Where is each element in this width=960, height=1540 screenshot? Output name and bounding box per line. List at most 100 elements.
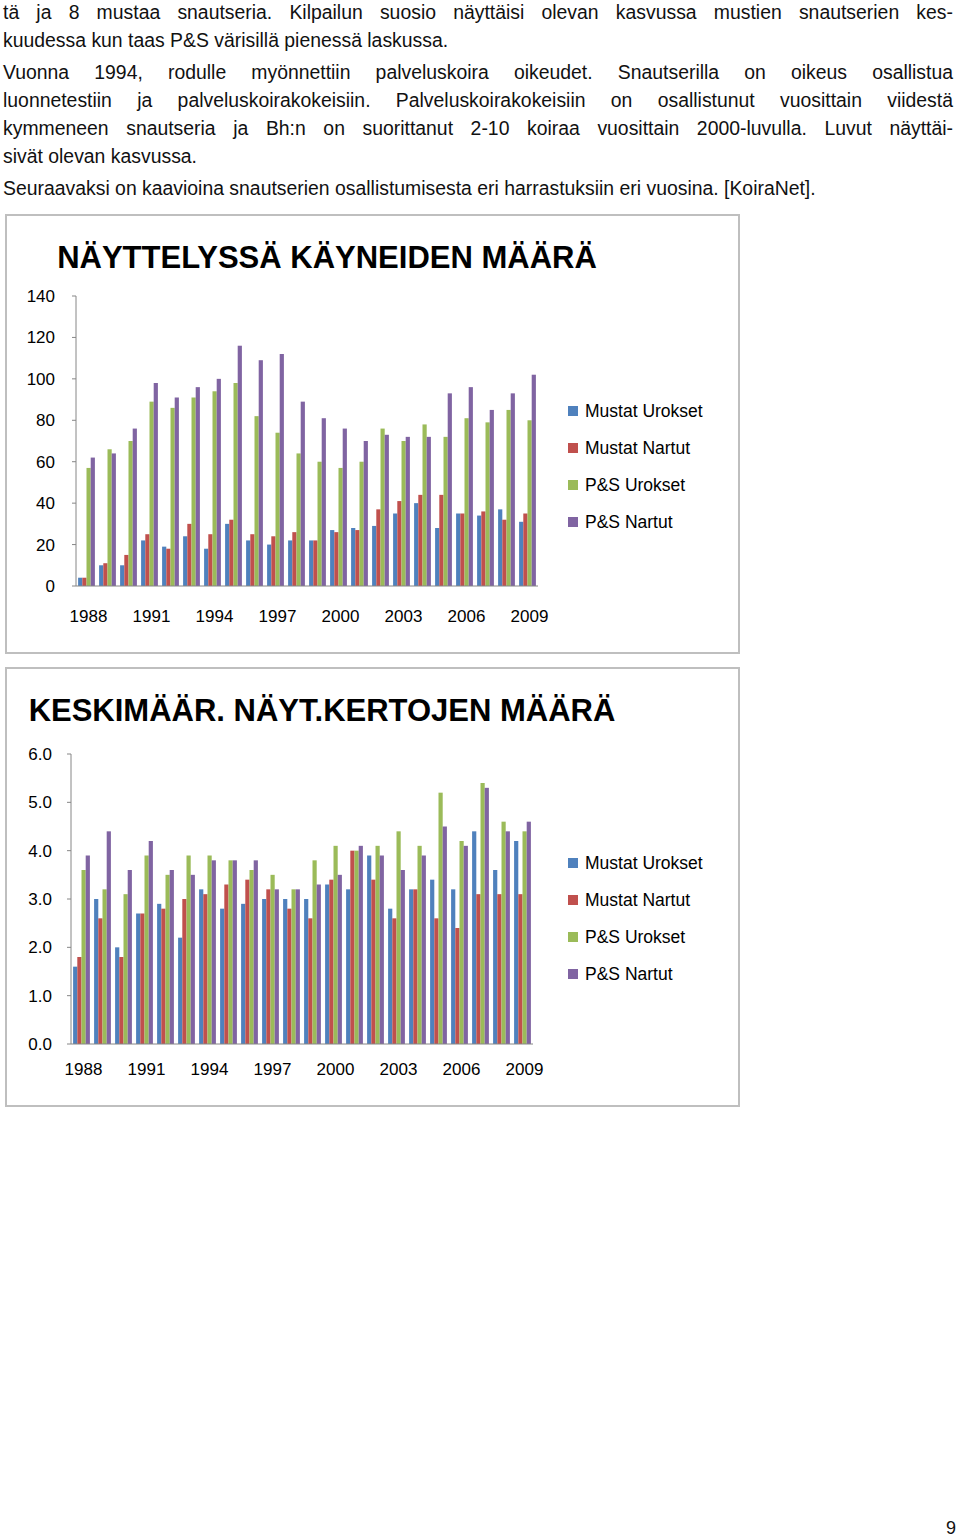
bar: [166, 549, 170, 586]
y-tick-label: 120: [27, 328, 55, 347]
bar: [136, 914, 140, 1045]
bar: [82, 578, 86, 586]
bar: [485, 788, 489, 1044]
legend-swatch: [568, 517, 578, 527]
chart-title: NÄYTTELYSSÄ KÄYNEIDEN MÄÄRÄ: [57, 240, 597, 275]
bar: [439, 495, 443, 586]
bar: [350, 851, 354, 1044]
bar: [233, 860, 237, 1044]
y-tick-label: 0.0: [28, 1035, 52, 1054]
bar: [191, 875, 195, 1044]
bar: [330, 530, 334, 586]
bar: [351, 528, 355, 586]
bar: [187, 856, 191, 1045]
bar: [490, 410, 494, 586]
bar: [430, 880, 434, 1044]
bar: [238, 346, 242, 586]
bar: [481, 511, 485, 586]
legend-label: Mustat Urokset: [585, 401, 703, 421]
y-tick-label: 2.0: [28, 938, 52, 957]
bar: [372, 526, 376, 586]
bar: [196, 387, 200, 586]
paragraph-line: tä ja 8 mustaa snautseria. Kilpailun suo…: [3, 0, 953, 24]
bar: [224, 885, 228, 1045]
bar: [245, 880, 249, 1044]
bar: [124, 555, 128, 586]
bar: [287, 909, 291, 1044]
bar: [271, 875, 275, 1044]
x-tick-label: 1991: [128, 1060, 166, 1079]
y-tick: [67, 899, 71, 900]
bar: [313, 860, 317, 1044]
bar: [455, 928, 459, 1044]
bar: [439, 793, 443, 1044]
bar: [532, 375, 536, 586]
legend-label: P&S Urokset: [585, 927, 685, 947]
bar: [343, 429, 347, 586]
x-tick-label: 2000: [317, 1060, 355, 1079]
bar: [304, 899, 308, 1044]
bar: [275, 889, 279, 1044]
bar: [192, 398, 196, 587]
legend-label: P&S Urokset: [585, 475, 685, 495]
x-tick-label: 1997: [259, 607, 297, 626]
y-tick: [72, 378, 76, 379]
y-tick: [67, 802, 71, 803]
bar: [409, 889, 413, 1044]
bar: [124, 894, 128, 1044]
y-tick-label: 3.0: [28, 890, 52, 909]
bar: [339, 468, 343, 586]
y-tick: [67, 947, 71, 948]
y-tick: [72, 461, 76, 462]
bar: [108, 449, 112, 586]
bar: [250, 534, 254, 586]
bar: [364, 441, 368, 586]
bar: [448, 393, 452, 586]
bar: [359, 846, 363, 1044]
bar: [119, 957, 123, 1044]
bar: [397, 831, 401, 1044]
bar: [313, 540, 317, 586]
bar: [456, 514, 460, 587]
y-tick-label: 0: [46, 577, 55, 596]
legend-swatch: [568, 969, 578, 979]
bar: [355, 851, 359, 1044]
bar: [183, 536, 187, 586]
x-axis: [76, 586, 538, 587]
bar: [255, 416, 259, 586]
bar: [308, 918, 312, 1044]
bar: [427, 437, 431, 586]
bar: [422, 856, 426, 1045]
bar: [498, 509, 502, 586]
bar: [187, 524, 191, 586]
x-tick-label: 1988: [70, 607, 108, 626]
bar: [150, 402, 154, 586]
bar: [73, 967, 77, 1044]
bar: [112, 453, 116, 586]
bar: [145, 534, 149, 586]
bar: [497, 894, 501, 1044]
x-tick-label: 1994: [191, 1060, 229, 1079]
bar: [381, 429, 385, 586]
bar: [208, 534, 212, 586]
bar: [267, 545, 271, 586]
x-tick-label: 1991: [133, 607, 171, 626]
legend-swatch: [568, 443, 578, 453]
bar: [465, 418, 469, 586]
bar: [140, 914, 144, 1045]
bar: [203, 894, 207, 1044]
bar: [98, 918, 102, 1044]
bar: [78, 578, 82, 586]
y-tick-label: 20: [36, 536, 55, 555]
x-tick-label: 1994: [196, 607, 234, 626]
bar: [514, 841, 518, 1044]
bar: [406, 437, 410, 586]
bar: [182, 899, 186, 1044]
y-tick: [67, 1044, 71, 1045]
bar: [220, 909, 224, 1044]
legend-swatch: [568, 406, 578, 416]
bar: [178, 938, 182, 1044]
legend-label: P&S Nartut: [585, 512, 673, 532]
y-tick-label: 100: [27, 370, 55, 389]
bar: [527, 822, 531, 1044]
